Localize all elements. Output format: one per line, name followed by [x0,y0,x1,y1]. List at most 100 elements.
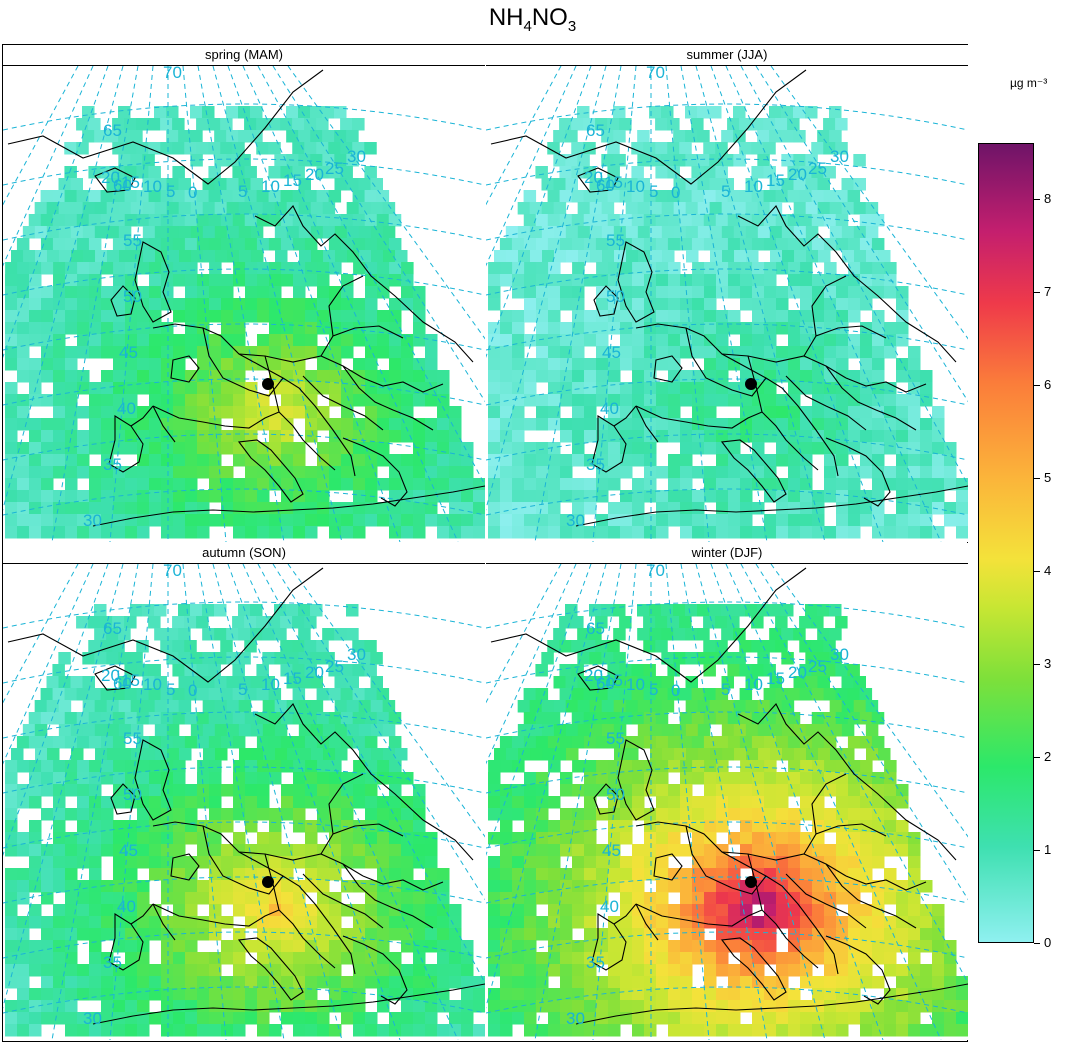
concentration-cell [257,526,270,539]
concentration-cell [884,334,897,347]
concentration-cell [107,748,120,761]
concentration-cell [125,844,138,857]
concentration-cell [389,916,402,929]
concentration-cell [29,490,42,503]
concentration-cell [292,688,306,701]
coastlines [7,69,485,527]
concentration-cell [88,736,102,749]
concentration-cell [644,454,657,467]
longitude-line [272,66,485,403]
concentration-cell [197,382,210,395]
concentration-cell [161,322,174,335]
concentration-cell [101,382,114,395]
concentration-cell [257,406,270,419]
concentration-cell [584,430,597,443]
concentration-cell [865,226,879,239]
concentration-cell [166,628,179,641]
concentration-cell [329,262,342,275]
concentration-cell [101,832,114,845]
concentration-cell [836,334,849,347]
concentration-cell [956,1012,968,1025]
concentration-cell [137,808,150,821]
concentration-cell [365,952,378,965]
coastline [238,353,364,379]
concentration-cell [173,832,186,845]
concentration-cell [160,190,174,203]
concentration-cell [58,700,72,713]
concentration-cell [536,298,549,311]
concentration-cell [769,202,783,215]
concentration-cell [932,430,945,443]
concentration-cell [178,202,192,215]
concentration-cell [113,892,126,905]
concentration-cell [620,1000,633,1013]
concentration-cell [752,976,765,989]
concentration-cell [584,940,597,953]
concentration-cell [776,442,789,455]
concentration-cell [89,988,102,1001]
concentration-cell [896,916,909,929]
concentration-cell [29,274,42,287]
graticule [3,564,485,1040]
concentration-cell [137,442,150,455]
concentration-cell [377,856,390,869]
concentration-cell [824,808,837,821]
concentration-cell [77,988,90,1001]
concentration-cell [202,724,216,737]
concentration-cell [794,748,807,761]
concentration-cell [656,904,669,917]
coastline [342,863,434,929]
concentration-cell [716,904,729,917]
concentration-cell [40,238,54,251]
concentration-cell [250,724,264,737]
concentration-cell [77,760,90,773]
concentration-cell [692,1012,705,1025]
concentration-cell [5,916,18,929]
concentration-cell [185,346,198,359]
concentration-cell [841,700,855,713]
concentration-cell [160,712,174,725]
concentration-cell [245,820,258,833]
concentration-cell [233,298,246,311]
concentration-cell [584,382,597,395]
coastline [328,275,364,337]
concentration-cell [656,418,669,431]
concentration-cell [389,1012,402,1025]
concentration-cell [619,712,633,725]
concentration-cell [161,952,174,965]
concentration-cell [740,322,753,335]
concentration-cell [149,418,162,431]
concentration-cell [776,286,789,299]
concentration-cell [17,370,30,383]
concentration-cell [728,478,741,491]
concentration-cell [776,808,789,821]
coastline [152,903,336,969]
concentration-cell [113,298,126,311]
concentration-cell [644,772,657,785]
concentration-cell [293,466,306,479]
concentration-cell [280,640,293,653]
concentration-cell [920,490,933,503]
concentration-cell [214,130,227,143]
colorbar-unit: µg m⁻³ [1010,76,1048,90]
concentration-cell [137,892,150,905]
concentration-cell [214,724,228,737]
concentration-cell [161,298,174,311]
concentration-cell [776,820,789,833]
concentration-cell [944,1024,957,1037]
concentration-cell [185,880,198,893]
concentration-cell [667,688,681,701]
coastline [785,375,867,431]
concentration-cell [631,190,645,203]
concentration-cell [298,202,312,215]
concentration-cell [601,676,615,689]
concentration-cell [559,736,573,749]
concentration-cell [800,418,813,431]
concentration-cell [106,130,119,143]
concentration-cell [781,628,794,641]
concentration-cell [956,526,968,539]
concentration-cell [113,940,126,953]
concentration-cell [860,358,873,371]
concentration-cell [776,1000,789,1013]
concentration-cell [752,310,765,323]
